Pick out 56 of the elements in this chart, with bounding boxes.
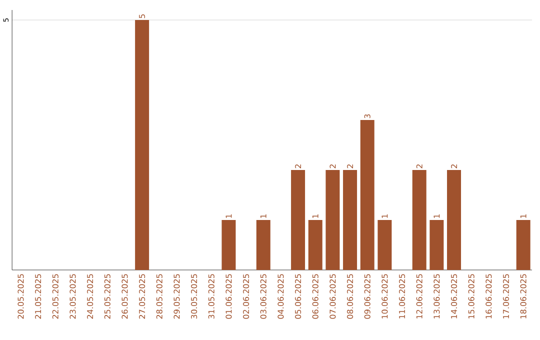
data-label: 3 (364, 114, 370, 118)
bar (291, 170, 306, 270)
data-label: 1 (226, 214, 232, 218)
x-tick-label: 07.06.2025 (330, 274, 336, 319)
bar (308, 220, 322, 270)
data-label: 2 (295, 164, 301, 168)
bar (430, 220, 444, 270)
x-tick-label: 01.06.2025 (226, 274, 232, 319)
x-tick-label: 27.05.2025 (139, 274, 146, 319)
x-tick-label: 16.06.2025 (486, 274, 492, 318)
x-tick-label: 13.06.2025 (434, 274, 440, 318)
x-tick-label: 24.05.2025 (87, 274, 94, 319)
data-label: 1 (434, 214, 440, 218)
bar (378, 220, 392, 270)
data-label: 1 (312, 214, 318, 218)
data-label: 1 (520, 214, 526, 218)
bar (343, 170, 358, 270)
x-tick-label: 25.05.2025 (104, 274, 110, 319)
x-tick-label: 31.05.2025 (208, 274, 214, 319)
bar (412, 170, 426, 270)
x-tick-label: 18.06.2025 (520, 274, 526, 318)
x-tick-label: 09.06.2025 (364, 274, 370, 319)
x-tick-label: 20.05.2025 (18, 274, 24, 319)
bar (447, 170, 462, 270)
x-tick-label: 17.06.2025 (502, 274, 510, 318)
x-tick-label: 23.05.2025 (70, 274, 76, 319)
x-tick-label: 11.06.2025 (398, 274, 406, 318)
bar (222, 220, 236, 270)
x-tick-label: 15.06.2025 (468, 274, 474, 318)
data-label: 5 (139, 14, 146, 18)
x-tick-label: 02.06.2025 (243, 274, 250, 319)
data-label: 2 (416, 164, 422, 168)
data-label: 2 (347, 164, 353, 168)
x-tick-label: 06.06.2025 (312, 274, 318, 319)
x-tick-label: 05.06.2025 (295, 274, 302, 319)
bar (256, 220, 270, 270)
x-tick-label: 29.05.2025 (174, 274, 180, 319)
x-tick-label: 03.06.2025 (260, 274, 266, 319)
x-tick-label: 30.05.2025 (191, 274, 198, 319)
x-tick-label: 22.05.2025 (52, 274, 58, 319)
x-tick-label: 26.05.2025 (122, 274, 128, 319)
bar (360, 120, 374, 270)
bar (326, 170, 340, 270)
x-tick-label: 10.06.2025 (382, 274, 388, 318)
x-tick-label: 21.05.2025 (35, 274, 42, 319)
bar (135, 20, 150, 270)
x-tick-label: 14.06.2025 (450, 274, 458, 318)
x-tick-label: 28.05.2025 (156, 274, 162, 319)
bar (516, 220, 530, 270)
data-label: 2 (451, 164, 457, 168)
data-label: 1 (260, 214, 266, 218)
data-label: 1 (382, 214, 388, 218)
x-tick-label: 04.06.2025 (278, 274, 284, 319)
x-tick-label: 12.06.2025 (416, 274, 422, 318)
x-tick-label: 08.06.2025 (346, 274, 354, 319)
data-label: 2 (330, 164, 336, 168)
